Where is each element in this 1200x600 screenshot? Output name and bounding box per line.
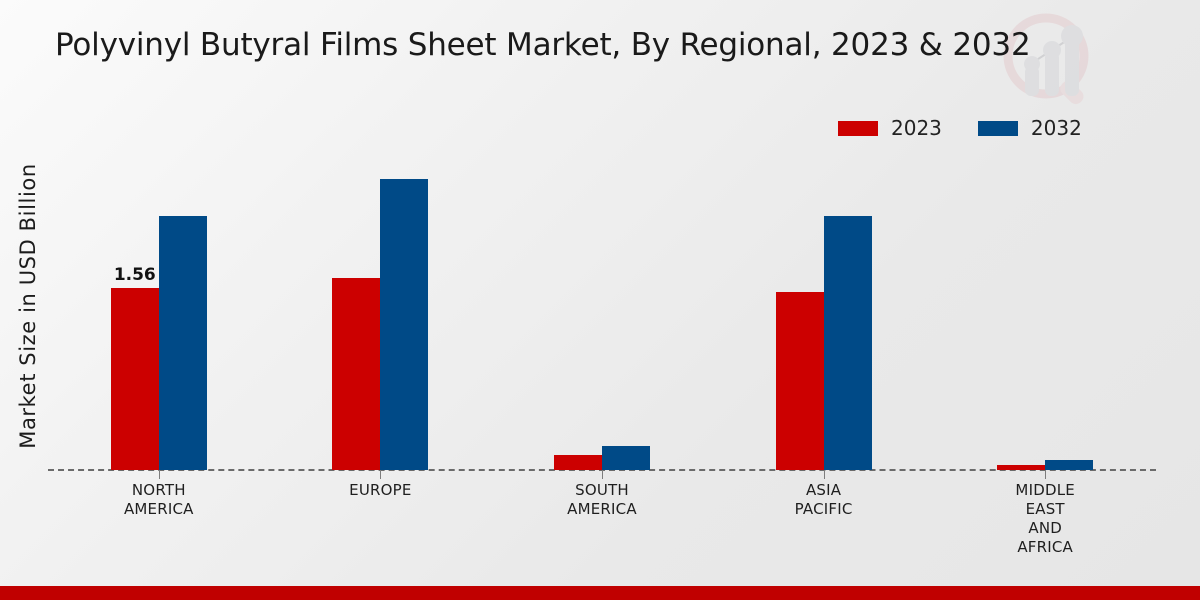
x-axis-tick <box>602 470 603 479</box>
x-axis-label-line: MIDDLE <box>1015 481 1075 499</box>
x-axis-label-line: EAST <box>1025 500 1065 518</box>
bar-2032-middle-east-and-africa[interactable] <box>1045 460 1094 470</box>
x-axis-label-north-america: NORTH AMERICA <box>59 481 259 519</box>
x-axis-tick <box>158 470 160 479</box>
x-axis-label-line: AMERICA <box>123 500 194 518</box>
x-axis-label-south-america: SOUTH AMERICA <box>502 481 702 519</box>
legend-swatch-2023 <box>838 120 878 136</box>
legend-swatch-2032 <box>977 120 1018 136</box>
x-axis-tick <box>823 470 825 479</box>
x-axis-label-line: EUROPE <box>349 481 412 499</box>
bar-2023-south-america[interactable] <box>554 455 602 470</box>
legend-label-2032: 2032 <box>1030 116 1082 140</box>
legend-item-2023[interactable]: 2023 <box>838 118 942 138</box>
x-axis-label-asia-pacific: ASIA PACIFIC <box>724 481 924 519</box>
x-axis-label-line: SOUTH <box>575 481 629 499</box>
bar-group <box>554 150 650 470</box>
bottom-accent-band <box>0 586 1200 600</box>
x-axis-label-line: AND <box>1028 519 1062 537</box>
bar-group <box>332 150 429 470</box>
x-axis-tick <box>1045 470 1047 479</box>
bar-group: 1.56 <box>110 150 207 470</box>
x-axis-tick <box>380 470 382 479</box>
x-axis-label-line: ASIA <box>805 481 842 499</box>
bar-value-label: 1.56 <box>113 265 156 285</box>
x-axis-label-middle-east-and-africa: MIDDLE EAST AND AFRICA <box>945 481 1145 557</box>
x-axis-label-europe: EUROPE <box>280 481 480 500</box>
x-axis-label-line: AMERICA <box>567 500 637 518</box>
bar-2023-europe[interactable] <box>332 278 381 470</box>
bar-2023-north-america[interactable]: 1.56 <box>110 265 159 470</box>
bar-2023-asia-pacific[interactable] <box>775 292 824 470</box>
y-axis-title: Market Size in USD Billion <box>16 163 40 449</box>
bar-2023-middle-east-and-africa[interactable] <box>997 465 1046 470</box>
bar-group <box>775 150 872 470</box>
x-axis-label-line: NORTH <box>131 481 186 499</box>
bar-2032-asia-pacific[interactable] <box>823 216 872 470</box>
legend-label-2023: 2023 <box>891 116 942 140</box>
x-axis-label-line: AFRICA <box>1017 538 1074 556</box>
bar-2032-north-america[interactable] <box>158 216 207 470</box>
legend-item-2032[interactable]: 2032 <box>977 116 1082 140</box>
x-axis-label-line: PACIFIC <box>794 500 853 518</box>
chart-title: Polyvinyl Butyral Films Sheet Market, By… <box>55 27 1031 63</box>
bar-2032-south-america[interactable] <box>602 446 650 470</box>
bar-2032-europe[interactable] <box>380 179 429 470</box>
bar-group <box>997 150 1094 470</box>
chart-legend: 2023 2032 <box>838 118 1082 138</box>
